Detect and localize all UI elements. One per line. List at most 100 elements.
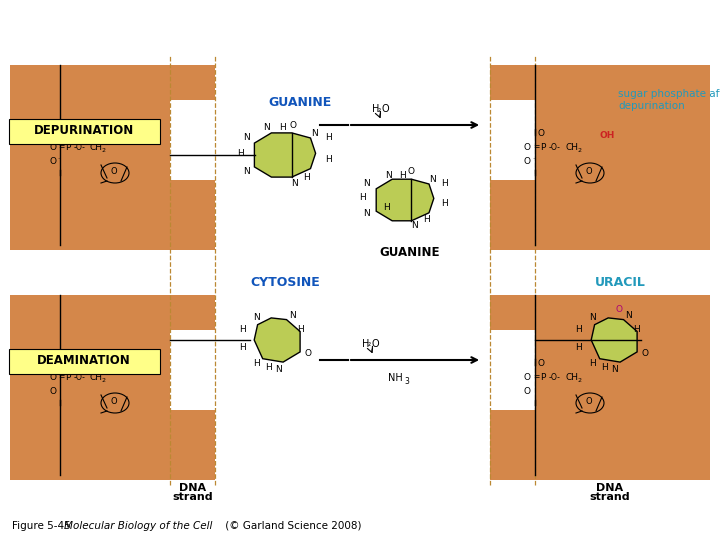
Text: O: O xyxy=(616,306,623,314)
Text: H: H xyxy=(238,343,246,353)
Text: 2: 2 xyxy=(102,377,106,382)
Text: N: N xyxy=(430,176,436,185)
Text: N: N xyxy=(364,210,370,219)
Text: H: H xyxy=(265,363,271,373)
Text: -O-: -O- xyxy=(74,373,86,381)
Text: Molecular Biology of the Cell: Molecular Biology of the Cell xyxy=(64,521,212,531)
Text: DEAMINATION: DEAMINATION xyxy=(37,354,131,368)
Text: O: O xyxy=(49,387,56,395)
Text: -O-: -O- xyxy=(549,373,561,381)
Text: DNA: DNA xyxy=(179,483,207,493)
Text: GUANINE: GUANINE xyxy=(379,246,440,259)
Polygon shape xyxy=(591,318,637,362)
Ellipse shape xyxy=(101,163,129,183)
Text: H: H xyxy=(362,339,369,349)
Text: O: O xyxy=(63,129,70,138)
Text: GUANINE: GUANINE xyxy=(269,97,332,110)
Text: CH: CH xyxy=(90,143,103,152)
Text: 2: 2 xyxy=(577,377,581,382)
Text: O: O xyxy=(111,396,117,406)
Text: H: H xyxy=(575,326,582,334)
Text: N: N xyxy=(243,166,251,176)
Text: N: N xyxy=(590,314,596,322)
Ellipse shape xyxy=(576,163,604,183)
Polygon shape xyxy=(254,318,300,362)
Polygon shape xyxy=(10,65,215,250)
Text: O: O xyxy=(538,359,545,368)
Text: H: H xyxy=(372,104,379,114)
Text: CH: CH xyxy=(90,373,103,381)
Text: CH: CH xyxy=(565,373,578,381)
Text: O: O xyxy=(49,373,56,381)
Text: H: H xyxy=(359,193,366,202)
Polygon shape xyxy=(490,295,710,480)
Text: H: H xyxy=(325,156,331,165)
Text: H: H xyxy=(279,123,287,132)
Text: CH: CH xyxy=(565,143,578,152)
Polygon shape xyxy=(376,179,433,221)
Text: O: O xyxy=(524,387,531,395)
Text: P: P xyxy=(66,373,71,381)
Text: ⁻: ⁻ xyxy=(58,159,61,164)
Text: N: N xyxy=(289,310,295,320)
Text: =: = xyxy=(58,373,64,381)
Text: H: H xyxy=(238,326,246,334)
Text: N: N xyxy=(386,171,392,179)
Text: O: O xyxy=(585,396,593,406)
Text: O: O xyxy=(642,349,649,359)
Text: O: O xyxy=(63,359,70,368)
Text: O: O xyxy=(111,166,117,176)
Text: 2: 2 xyxy=(102,147,106,152)
Text: O: O xyxy=(305,349,312,359)
Text: N: N xyxy=(412,221,418,231)
FancyBboxPatch shape xyxy=(9,118,160,144)
Text: ₂: ₂ xyxy=(378,105,381,113)
Text: H: H xyxy=(253,360,259,368)
Text: H: H xyxy=(634,326,640,334)
Text: sugar phosphate after
depurination: sugar phosphate after depurination xyxy=(618,89,720,111)
Text: H: H xyxy=(590,360,596,368)
Text: ⁻: ⁻ xyxy=(533,159,536,164)
Text: O: O xyxy=(524,157,531,165)
Text: N: N xyxy=(253,314,259,322)
Polygon shape xyxy=(490,65,710,250)
Text: P: P xyxy=(540,143,546,152)
Ellipse shape xyxy=(101,393,129,413)
FancyBboxPatch shape xyxy=(9,348,160,374)
Text: H: H xyxy=(400,171,406,179)
Text: O: O xyxy=(49,143,56,152)
Text: =: = xyxy=(533,143,539,152)
Text: H: H xyxy=(441,179,449,188)
Text: O: O xyxy=(372,339,379,349)
Text: N: N xyxy=(264,123,271,132)
Text: DEPURINATION: DEPURINATION xyxy=(34,125,134,138)
Text: N: N xyxy=(312,129,318,138)
Text: ₂: ₂ xyxy=(368,340,371,348)
Text: H: H xyxy=(384,204,390,213)
Text: O: O xyxy=(408,167,415,177)
Text: P: P xyxy=(540,373,546,381)
Text: N: N xyxy=(292,179,298,187)
Text: OH: OH xyxy=(600,131,616,139)
Text: strand: strand xyxy=(590,492,630,502)
Text: H: H xyxy=(575,343,582,353)
Text: Figure 5-45: Figure 5-45 xyxy=(12,521,77,531)
Text: URACIL: URACIL xyxy=(595,275,645,288)
Text: N: N xyxy=(611,366,618,375)
Text: NH: NH xyxy=(387,373,402,383)
Text: DNA: DNA xyxy=(596,483,624,493)
Text: O: O xyxy=(585,166,593,176)
Text: O: O xyxy=(538,129,545,138)
Text: =: = xyxy=(58,143,64,152)
Polygon shape xyxy=(10,295,215,480)
Text: =: = xyxy=(533,373,539,381)
Text: H: H xyxy=(325,132,331,141)
Text: N: N xyxy=(274,366,282,375)
Text: H: H xyxy=(423,215,431,225)
Text: H: H xyxy=(238,148,244,158)
Text: H: H xyxy=(441,199,449,208)
Text: P: P xyxy=(66,143,71,152)
Text: H: H xyxy=(297,326,303,334)
Text: 3: 3 xyxy=(405,376,410,386)
Polygon shape xyxy=(254,133,315,177)
